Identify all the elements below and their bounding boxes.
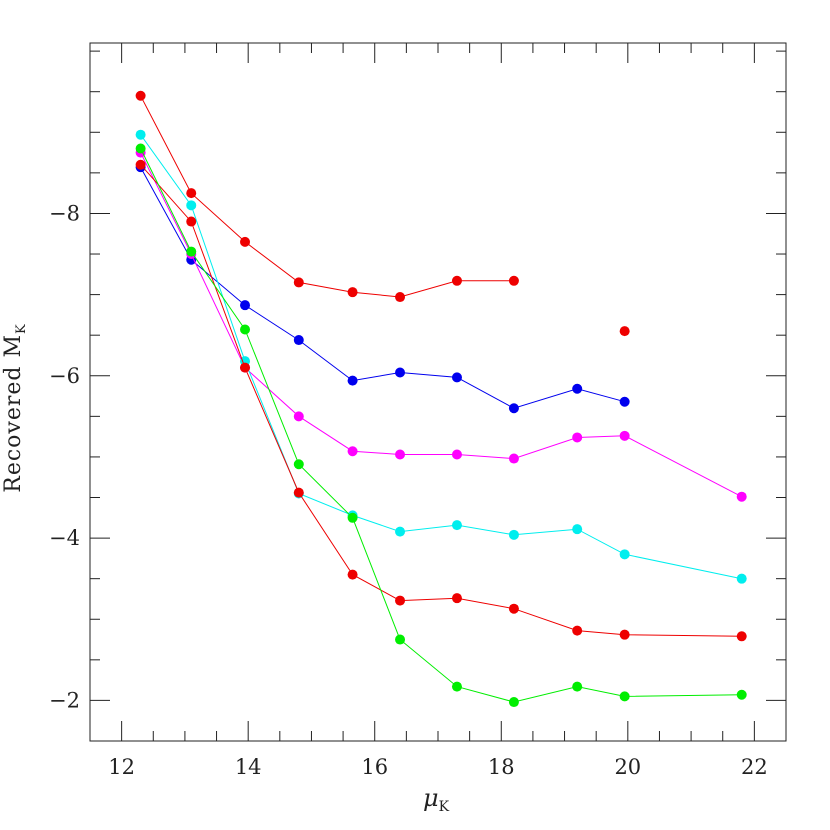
- series-5: [135, 129, 747, 584]
- minor-ticks: [89, 43, 787, 742]
- data-point: [736, 689, 747, 700]
- data-point: [293, 277, 304, 288]
- x-axis-label-main: μ: [423, 784, 439, 812]
- data-point: [240, 324, 251, 335]
- x-tick-label: 12: [108, 755, 135, 779]
- x-tick-label: 20: [614, 755, 641, 779]
- data-point: [619, 326, 630, 337]
- series-3: [135, 162, 630, 414]
- series-1: [135, 90, 519, 303]
- series-line: [140, 134, 742, 580]
- data-point: [135, 90, 146, 101]
- data-point: [572, 432, 583, 443]
- data-point: [451, 372, 462, 383]
- data-point: [736, 631, 747, 642]
- y-axis-label: Recovered MK: [1, 323, 29, 492]
- y-tick-label: −2: [49, 688, 80, 712]
- data-point: [186, 216, 197, 227]
- x-tick-label: 14: [235, 755, 262, 779]
- data-point: [508, 697, 519, 708]
- tick-labels: 12 14 16 18 20 22 −2 −4 −6 −8: [49, 201, 768, 779]
- x-axis-label: μK: [423, 784, 450, 815]
- data-point: [451, 593, 462, 604]
- data-point: [395, 634, 406, 645]
- series-2: [619, 326, 630, 337]
- series-line: [140, 148, 742, 703]
- data-point: [240, 300, 251, 311]
- data-point: [508, 529, 519, 540]
- series-layer: [135, 90, 747, 708]
- data-point: [572, 681, 583, 692]
- major-ticks: [90, 43, 786, 741]
- data-point: [293, 459, 304, 470]
- data-point: [240, 362, 251, 373]
- y-axis-label-sub: K: [14, 323, 29, 334]
- data-point: [347, 287, 358, 298]
- data-point: [186, 200, 197, 211]
- data-point: [508, 275, 519, 286]
- data-point: [186, 246, 197, 257]
- x-axis-label-sub: K: [439, 799, 450, 815]
- data-point: [451, 449, 462, 460]
- series-line: [140, 164, 742, 637]
- data-point: [395, 595, 406, 606]
- x-tick-label: 16: [361, 755, 388, 779]
- data-point: [395, 526, 406, 537]
- data-point: [508, 603, 519, 614]
- data-point: [347, 512, 358, 523]
- data-point: [508, 403, 519, 414]
- series-7: [135, 143, 747, 708]
- series-6: [135, 159, 747, 642]
- series-line: [140, 95, 514, 298]
- data-point: [135, 143, 146, 154]
- y-tick-label: −4: [49, 526, 80, 550]
- data-point: [572, 383, 583, 394]
- data-point: [135, 129, 146, 140]
- data-point: [572, 524, 583, 535]
- data-point: [508, 453, 519, 464]
- series-4: [135, 147, 747, 502]
- series-line: [140, 152, 742, 498]
- data-point: [293, 335, 304, 346]
- data-point: [619, 430, 630, 441]
- y-tick-label: −8: [49, 201, 80, 225]
- data-point: [347, 569, 358, 580]
- data-point: [186, 188, 197, 199]
- data-point: [619, 549, 630, 560]
- data-point: [736, 491, 747, 502]
- data-point: [395, 292, 406, 303]
- data-point: [572, 625, 583, 636]
- data-point: [736, 573, 747, 584]
- data-point: [135, 159, 146, 170]
- data-point: [293, 411, 304, 422]
- x-tick-label: 22: [741, 755, 768, 779]
- y-tick-label: −6: [49, 364, 80, 388]
- data-point: [347, 375, 358, 386]
- data-point: [619, 629, 630, 640]
- data-point: [619, 396, 630, 407]
- data-point: [395, 367, 406, 378]
- y-axis-label-main: Recovered M: [1, 334, 26, 493]
- data-point: [240, 236, 251, 247]
- data-point: [293, 487, 304, 498]
- data-point: [395, 449, 406, 460]
- data-point: [451, 520, 462, 531]
- data-point: [619, 691, 630, 702]
- x-tick-label: 18: [488, 755, 515, 779]
- data-point: [451, 275, 462, 286]
- plot-frame: [89, 42, 787, 742]
- data-point: [347, 446, 358, 457]
- data-point: [451, 681, 462, 692]
- series-line: [140, 166, 625, 409]
